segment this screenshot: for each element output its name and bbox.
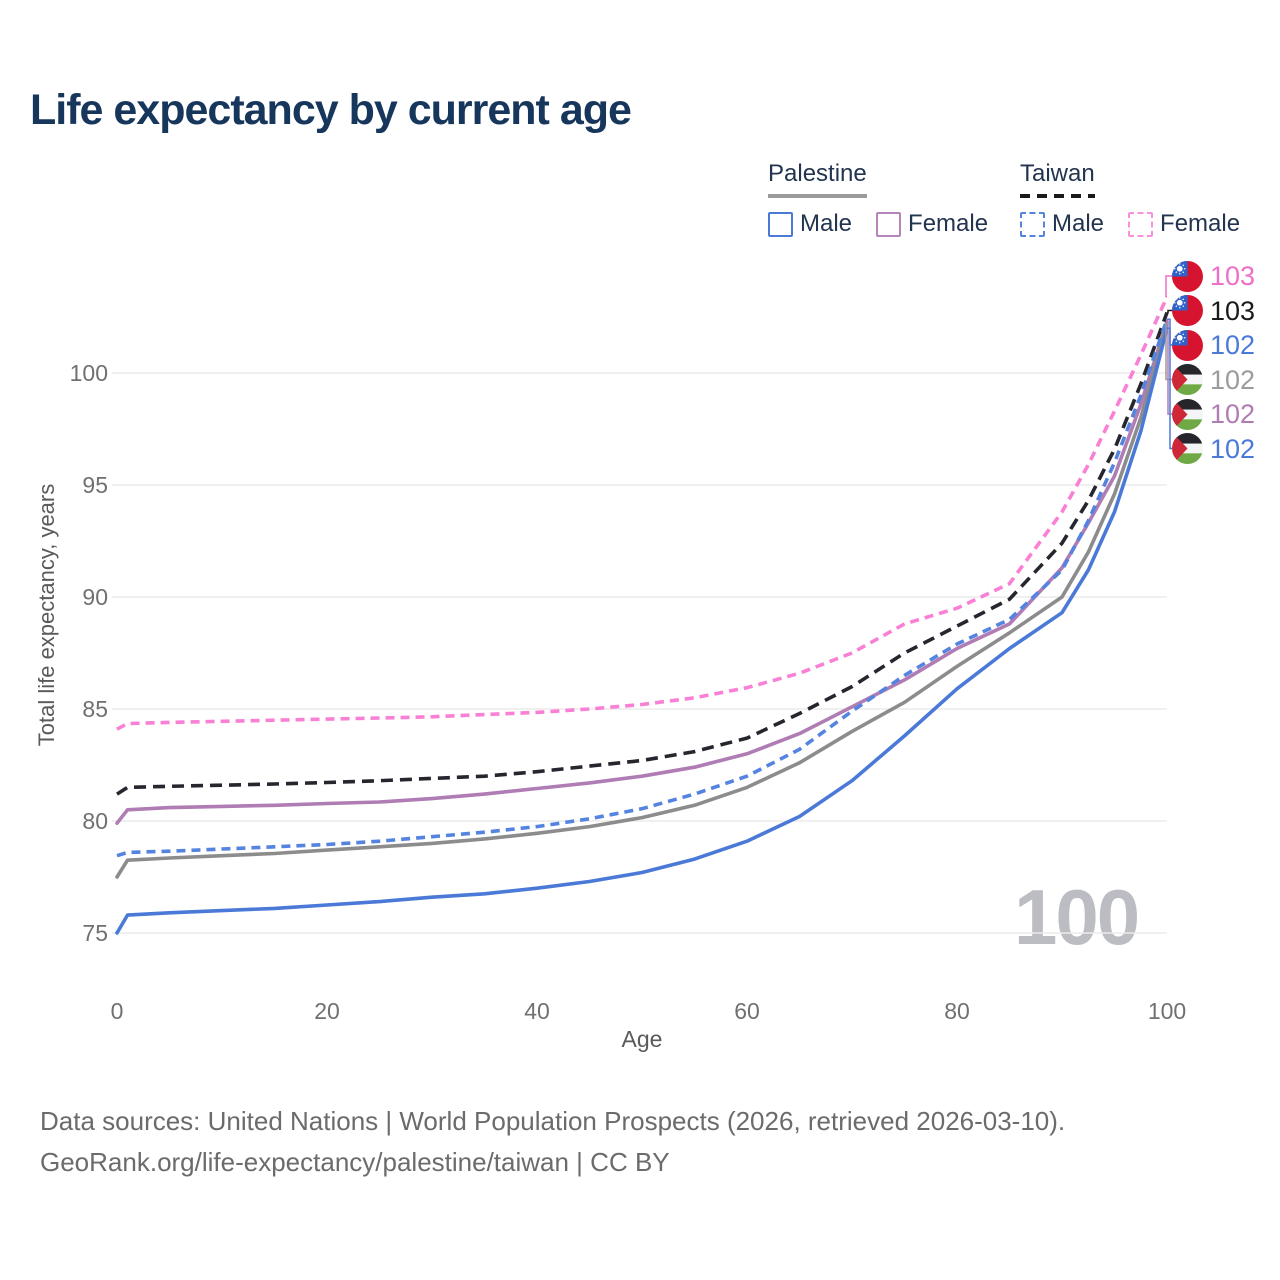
end-label-value: 102 — [1210, 399, 1256, 429]
taiwan-flag-icon — [1172, 260, 1203, 292]
legend-checkbox-taiwan-female[interactable] — [1128, 211, 1154, 237]
legend-item-label[interactable]: Male — [1052, 210, 1105, 237]
end-label-value: 103 — [1210, 261, 1256, 291]
watermark-100: 100 — [1014, 873, 1140, 961]
x-tick-label: 0 — [110, 998, 124, 1024]
legend-item-palestine-male[interactable]: Male — [768, 210, 852, 238]
end-label-value: 103 — [1210, 295, 1256, 326]
legend-item-label[interactable]: Male — [800, 210, 853, 237]
x-tick-label: 100 — [1147, 998, 1187, 1024]
end-label-value: 102 — [1210, 433, 1256, 464]
end-label-row: 102 — [1172, 398, 1255, 430]
end-label-row: 102 — [1172, 364, 1255, 396]
footer-attribution-line: GeoRank.org/life-expectancy/palestine/ta… — [40, 1147, 670, 1177]
legend-group-title: Palestine — [768, 160, 867, 187]
page-title: Life expectancy by current age — [30, 86, 632, 134]
x-tick-label: 60 — [734, 998, 760, 1024]
y-tick-label: 80 — [82, 808, 108, 834]
end-label-value: 102 — [1210, 330, 1256, 360]
end-label-row: 102 — [1172, 433, 1255, 465]
legend-items-row: Male Female — [768, 210, 1012, 238]
taiwan-flag-icon — [1172, 329, 1203, 361]
end-label-value: 102 — [1210, 364, 1256, 395]
palestine-flag-icon — [1172, 398, 1203, 430]
series-line-taiwan-female — [116, 296, 1169, 731]
end-label-row: 103 — [1172, 295, 1255, 327]
y-tick-label: 100 — [69, 360, 108, 386]
legend-checkbox-palestine-female[interactable] — [876, 211, 902, 237]
y-tick-label: 85 — [82, 696, 108, 722]
y-tick-label: 90 — [82, 584, 108, 610]
legend-group-taiwan: Taiwan Male Female — [1020, 160, 1264, 238]
x-tick-label: 40 — [524, 998, 550, 1024]
legend-underline-dashed — [1020, 194, 1095, 198]
legend-group-title: Taiwan — [1020, 160, 1095, 187]
legend-item-label[interactable]: Female — [1160, 210, 1241, 237]
legend-item-palestine-female[interactable]: Female — [876, 210, 988, 238]
x-axis-title: Age — [621, 1026, 663, 1052]
end-label-row: 102 — [1172, 329, 1255, 361]
series-line-taiwan-male — [116, 318, 1169, 858]
palestine-flag-icon — [1172, 364, 1203, 395]
taiwan-flag-icon — [1172, 295, 1203, 326]
legend-item-label[interactable]: Female — [908, 210, 989, 237]
series-line-palestine — [115, 321, 1169, 879]
footer-source-line: Data sources: United Nations | World Pop… — [40, 1106, 1066, 1136]
legend-checkbox-palestine-male[interactable] — [768, 211, 793, 237]
legend-item-taiwan-female[interactable]: Female — [1128, 210, 1240, 238]
series-line-palestine-female — [115, 319, 1169, 826]
series-line-palestine-male — [115, 326, 1169, 935]
series-line-taiwan — [116, 311, 1169, 796]
legend-underline-solid — [768, 194, 867, 198]
end-label-row: 103 — [1172, 260, 1255, 292]
y-tick-label: 95 — [82, 472, 108, 498]
y-tick-label: 75 — [82, 920, 108, 946]
x-tick-label: 80 — [944, 998, 970, 1024]
legend-items-row: Male Female — [1020, 210, 1264, 238]
legend-checkbox-taiwan-male[interactable] — [1020, 211, 1045, 237]
x-tick-label: 20 — [314, 998, 340, 1024]
legend-group-palestine: Palestine Male Female — [768, 160, 1012, 238]
legend-item-taiwan-male[interactable]: Male — [1020, 210, 1104, 238]
palestine-flag-icon — [1172, 433, 1203, 464]
